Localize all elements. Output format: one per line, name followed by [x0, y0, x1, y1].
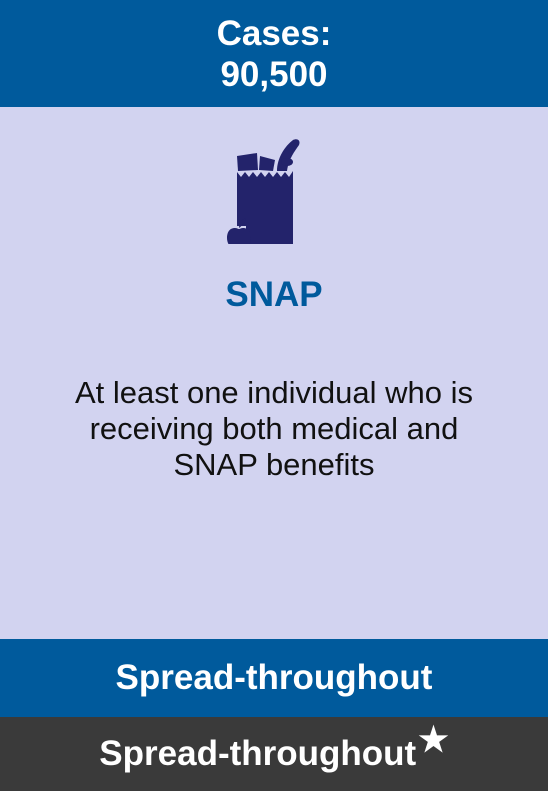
cases-label: Cases: — [216, 13, 332, 53]
grocery-bag-icon — [227, 136, 307, 249]
distribution-text-secondary: Spread-throughout — [99, 734, 417, 773]
cases-header: Cases: 90,500 — [0, 0, 548, 107]
cases-count: 90,500 — [220, 54, 328, 94]
program-body: SNAP At least one individual who is rece… — [0, 107, 548, 639]
distribution-label-primary: Spread-throughout — [0, 639, 548, 717]
star-icon: ★ — [418, 721, 449, 759]
distribution-label-secondary: Spread-throughout ★ — [0, 717, 548, 791]
program-description: At least one individual who is receiving… — [74, 375, 474, 482]
distribution-text: Spread-throughout — [115, 658, 433, 697]
program-name: SNAP — [225, 275, 323, 314]
